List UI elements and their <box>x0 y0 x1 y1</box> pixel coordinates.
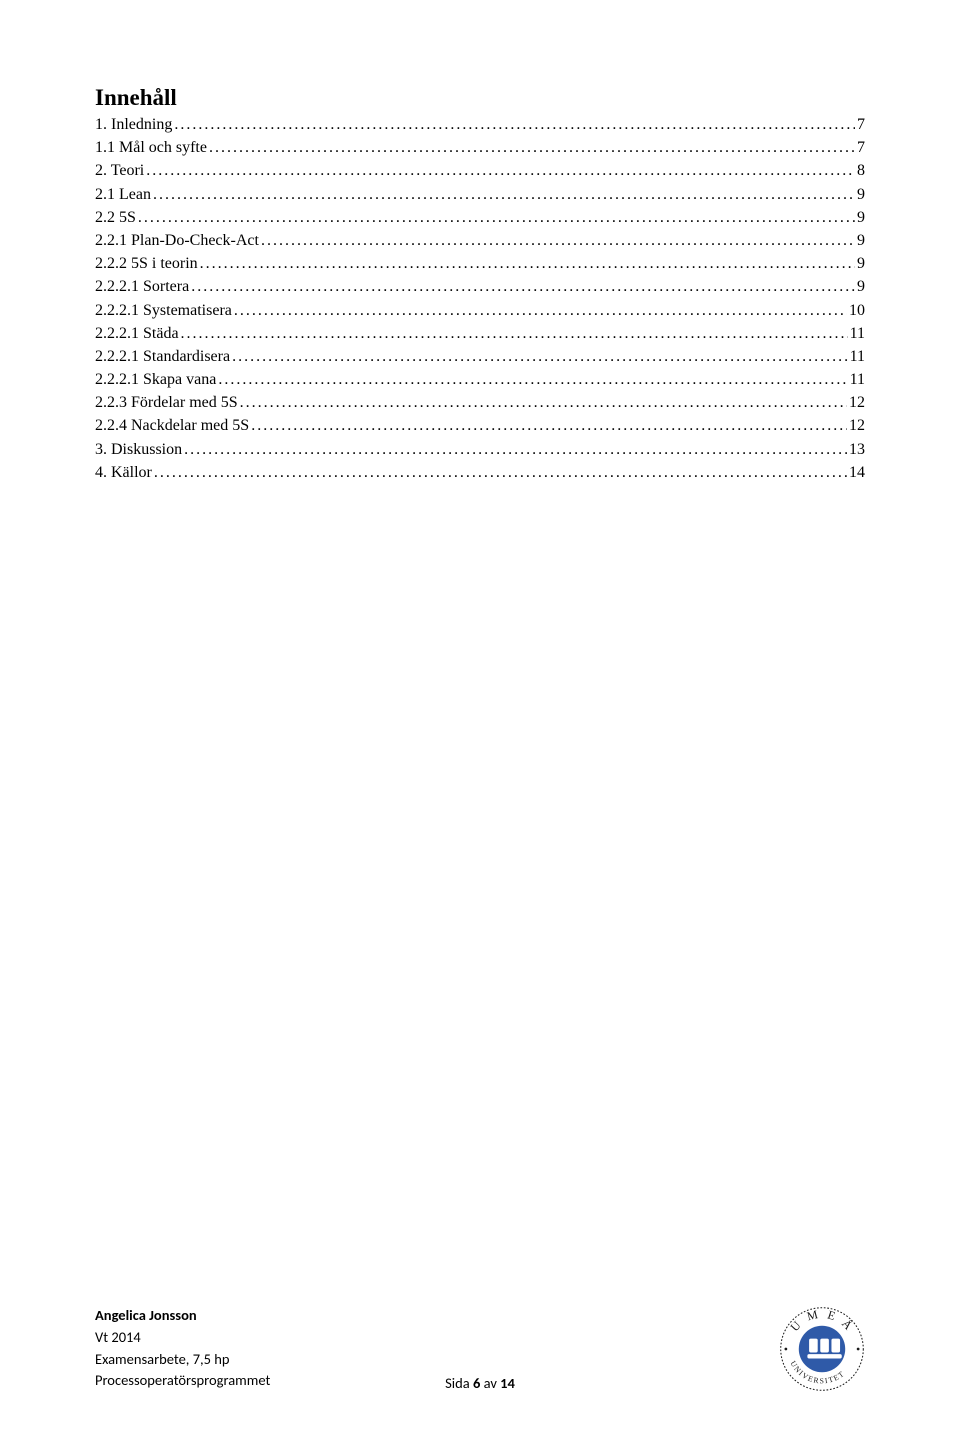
toc-dots <box>154 461 847 484</box>
toc-dots <box>218 368 847 391</box>
toc-entry: 4. Källor 14 <box>95 461 865 484</box>
footer-author: Angelica Jonsson <box>95 1305 270 1327</box>
toc-entry: 1. Inledning 7 <box>95 113 865 136</box>
toc-page: 9 <box>857 206 865 229</box>
logo-letter: U <box>787 1316 805 1334</box>
toc-label: 3. Diskussion <box>95 438 182 461</box>
toc-page: 9 <box>857 252 865 275</box>
toc-page: 12 <box>849 391 865 414</box>
toc-dots <box>251 414 847 437</box>
toc-dots <box>261 229 855 252</box>
toc-dots <box>232 345 848 368</box>
footer-course: Examensarbete, 7,5 hp <box>95 1349 270 1371</box>
toc-label: 2.2.3 Fördelar med 5S <box>95 391 238 414</box>
umea-logo: U M E Å UNIVERSITET <box>779 1306 865 1392</box>
toc-entry: 2.2.1 Plan-Do-Check-Act 9 <box>95 229 865 252</box>
toc-label: 2.2.2 5S i teorin <box>95 252 198 275</box>
toc-page: 10 <box>849 299 865 322</box>
toc-entry: 2. Teori 8 <box>95 159 865 182</box>
toc-page: 12 <box>849 414 865 437</box>
toc-dots <box>191 275 855 298</box>
toc-entry: 2.2.3 Fördelar med 5S 12 <box>95 391 865 414</box>
toc-page: 9 <box>857 229 865 252</box>
toc-entry: 2.2 5S 9 <box>95 206 865 229</box>
toc-entry: 2.2.2 5S i teorin 9 <box>95 252 865 275</box>
toc-entry: 2.2.2.1 Sortera 9 <box>95 275 865 298</box>
footer-program: Processoperatörsprogrammet <box>95 1370 270 1392</box>
toc-label: 2.2.2.1 Sortera <box>95 275 189 298</box>
toc-entry: 1.1 Mål och syfte 7 <box>95 136 865 159</box>
toc-dots <box>146 159 855 182</box>
logo-letter: Å <box>839 1317 857 1335</box>
toc-entry: 2.2.2.1 Städa 11 <box>95 322 865 345</box>
toc-page: 7 <box>857 136 865 159</box>
toc-entry: 2.1 Lean 9 <box>95 183 865 206</box>
footer: Angelica Jonsson Vt 2014 Examensarbete, … <box>95 1305 865 1392</box>
logo-letter: M <box>805 1307 821 1324</box>
toc-label: 2.2.2.1 Standardisera <box>95 345 230 368</box>
toc-page: 11 <box>850 368 865 391</box>
toc-dots <box>240 391 847 414</box>
toc-label: 2.2.2.1 Städa <box>95 322 179 345</box>
toc-dots <box>200 252 855 275</box>
page-separator: av <box>480 1374 500 1392</box>
footer-left: Angelica Jonsson Vt 2014 Examensarbete, … <box>95 1305 270 1392</box>
toc-dots <box>181 322 848 345</box>
toc-page: 8 <box>857 159 865 182</box>
toc-label: 2.1 Lean <box>95 183 151 206</box>
toc-label: 2.2.4 Nackdelar med 5S <box>95 414 249 437</box>
page-total: 14 <box>500 1374 515 1392</box>
university-seal-icon: U M E Å UNIVERSITET <box>779 1306 865 1392</box>
toc-entry: 2.2.2.1 Systematisera 10 <box>95 299 865 322</box>
toc-label: 1.1 Mål och syfte <box>95 136 207 159</box>
toc-label: 1. Inledning <box>95 113 172 136</box>
toc-entry: 2.2.2.1 Standardisera 11 <box>95 345 865 368</box>
toc-label: 2.2 5S <box>95 206 136 229</box>
footer-page-number: Sida 6 av 14 <box>445 1374 515 1392</box>
toc-list: 1. Inledning 7 1.1 Mål och syfte 7 2. Teor… <box>95 113 865 484</box>
toc-page: 7 <box>857 113 865 136</box>
toc-dots <box>234 299 847 322</box>
toc-label: 2.2.2.1 Systematisera <box>95 299 232 322</box>
footer-term: Vt 2014 <box>95 1327 270 1349</box>
toc-dots <box>138 206 855 229</box>
toc-entry: 2.2.4 Nackdelar med 5S 12 <box>95 414 865 437</box>
toc-title: Innehåll <box>95 85 865 111</box>
toc-page: 13 <box>849 438 865 461</box>
toc-dots <box>153 183 855 206</box>
page: Innehåll 1. Inledning 7 1.1 Mål och syfte… <box>0 0 960 1450</box>
logo-letter: E <box>826 1308 840 1324</box>
toc-label: 2.2.1 Plan-Do-Check-Act <box>95 229 259 252</box>
toc-page: 9 <box>857 275 865 298</box>
toc-page: 11 <box>850 322 865 345</box>
toc-dots <box>174 113 855 136</box>
toc-label: 2.2.2.1 Skapa vana <box>95 368 216 391</box>
page-label-prefix: Sida <box>445 1374 473 1392</box>
toc-page: 9 <box>857 183 865 206</box>
toc-dots <box>209 136 855 159</box>
toc-entry: 3. Diskussion 13 <box>95 438 865 461</box>
toc-dots <box>184 438 847 461</box>
toc-label: 2. Teori <box>95 159 144 182</box>
toc-label: 4. Källor <box>95 461 152 484</box>
toc-page: 11 <box>850 345 865 368</box>
toc-page: 14 <box>849 461 865 484</box>
toc-entry: 2.2.2.1 Skapa vana 11 <box>95 368 865 391</box>
